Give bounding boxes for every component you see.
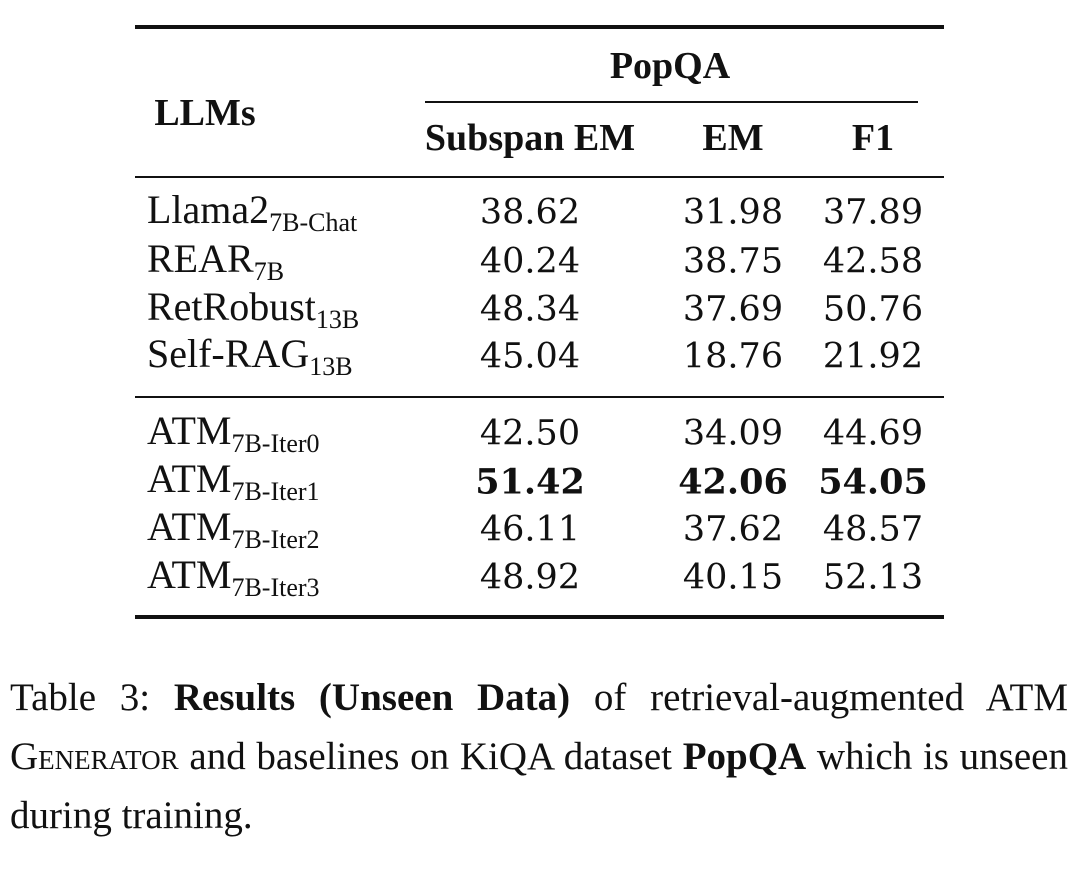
section-rule (135, 396, 944, 398)
cell: 44.69 (822, 413, 924, 454)
cell: 42.58 (822, 241, 924, 282)
column-header: EM (702, 117, 764, 159)
model-size: 13B (315, 305, 360, 334)
model: REAR (147, 236, 254, 281)
model-size: 7B-Iter2 (231, 525, 320, 554)
bottom-rule (135, 615, 944, 619)
cell: 31.98 (682, 192, 784, 233)
model: ATM (147, 552, 232, 597)
column-header: Subspan EM (424, 117, 636, 159)
caption-text: of retrieval-augmented ATM (570, 676, 1069, 719)
row-header: LLMs (154, 92, 256, 134)
model: RetRobust (147, 284, 316, 329)
cell: 40.15 (682, 557, 784, 598)
cell: 46.11 (479, 509, 581, 550)
group-header: PopQA (609, 45, 731, 87)
caption-text: Results (Unseen Data) (173, 676, 571, 719)
caption-text: Table 3: (10, 676, 174, 719)
model-name: REAR7B (147, 239, 284, 285)
model-name: ATM7B-Iter3 (147, 555, 320, 601)
caption-text: which is unseen during training. (10, 735, 1068, 837)
model-name: Self-RAG13B (147, 334, 353, 380)
cell: 48.57 (822, 509, 924, 550)
model: ATM (147, 408, 232, 453)
group-rule (425, 101, 918, 103)
cell: 48.92 (479, 557, 581, 598)
caption: Table 3: Results (Unseen Data) of retrie… (10, 668, 1068, 845)
model-name: ATM7B-Iter2 (147, 507, 320, 553)
model-size: 7B-Iter3 (231, 573, 320, 602)
model-name: ATM7B-Iter1 (147, 459, 320, 505)
model-size: 13B (309, 352, 353, 381)
cell: 38.75 (682, 241, 784, 282)
cell: 37.62 (682, 509, 784, 550)
cell: 40.24 (479, 241, 581, 282)
model-size: 7B (253, 257, 285, 286)
top-rule (135, 25, 944, 29)
model: Self-RAG (147, 331, 310, 376)
model-size: 7B-Iter1 (231, 477, 320, 506)
model: ATM (147, 456, 232, 501)
cell: 42.06 (678, 461, 788, 503)
model-name: ATM7B-Iter0 (147, 411, 320, 457)
model: Llama2 (147, 187, 270, 232)
cell: 18.76 (682, 336, 784, 377)
cell: 52.13 (822, 557, 924, 598)
cell: 37.69 (682, 289, 784, 330)
header-rule (135, 176, 944, 178)
cell: 42.50 (479, 413, 581, 454)
cell: 21.92 (822, 336, 924, 377)
caption-text: PopQA (682, 735, 807, 778)
cell: 37.89 (822, 192, 924, 233)
caption-text: and baselines on KiQA dataset (178, 735, 683, 778)
cell: 54.05 (818, 461, 928, 503)
cell: 34.09 (682, 413, 784, 454)
cell: 38.62 (479, 192, 581, 233)
caption-text: Generator (10, 735, 179, 778)
cell: 51.42 (475, 461, 585, 503)
model: ATM (147, 504, 232, 549)
cell: 50.76 (822, 289, 924, 330)
cell: 45.04 (479, 336, 581, 377)
model-name: Llama27B-Chat (147, 190, 357, 236)
column-header: F1 (851, 117, 895, 159)
model-size: 7B-Iter0 (231, 429, 320, 458)
model-size: 7B-Chat (269, 208, 358, 237)
model-name: RetRobust13B (147, 287, 359, 333)
cell: 48.34 (479, 289, 581, 330)
